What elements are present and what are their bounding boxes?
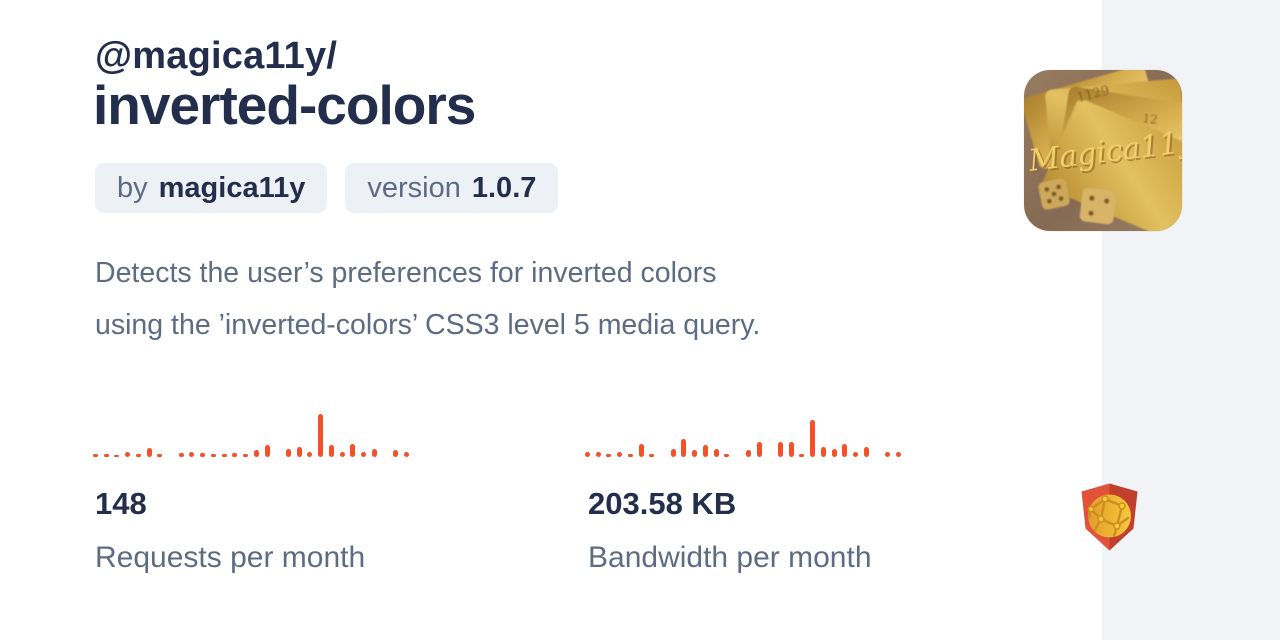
sparkline-bar	[702, 445, 708, 457]
description-line-1: Detects the user’s preferences for inver…	[95, 257, 717, 289]
sparkline-bar	[745, 450, 751, 457]
sparkline-bar	[617, 452, 623, 457]
sparkline-bar	[756, 442, 762, 457]
sparkline-bar	[852, 452, 858, 457]
sparkline-bar	[307, 452, 313, 457]
sparkline-bar	[885, 452, 891, 457]
sparkline-bar	[93, 454, 98, 457]
author-badge: by magica11y	[95, 163, 328, 213]
sparkline-bar	[264, 445, 270, 457]
sparkline-bar	[146, 448, 152, 457]
sparkline-bar	[670, 449, 676, 457]
sparkline-bar	[627, 454, 633, 457]
sparkline-bar	[788, 442, 794, 457]
description-line-2: using the ’inverted-colors’ CSS3 level 5…	[95, 309, 761, 341]
sparkline-bar	[178, 453, 184, 457]
sparkline-bar	[393, 450, 399, 457]
sparkline-bar	[681, 439, 687, 457]
sparkline-bar	[863, 447, 869, 457]
sparkline-bar	[820, 447, 826, 457]
sparkline-bar	[810, 420, 816, 457]
sparkline-bar	[200, 453, 206, 457]
sparkline-bar	[285, 449, 291, 457]
sparkline-bar	[724, 454, 730, 457]
sparkline-bar	[595, 452, 601, 457]
sparkline-bar	[403, 452, 409, 457]
sparkline-bar	[606, 454, 612, 457]
sparkline-bar	[895, 452, 901, 457]
requests-label: Requests per month	[95, 541, 366, 574]
sparkline-bar	[831, 449, 837, 457]
sparkline-bar	[339, 452, 345, 457]
sparkline-bar	[157, 454, 163, 457]
badge-row: by magica11y version 1.0.7	[95, 163, 559, 213]
jsdelivr-shield-icon	[1078, 482, 1141, 552]
sparkline-bar	[371, 449, 377, 457]
sparkline-bar	[103, 454, 109, 457]
version-badge: version 1.0.7	[345, 163, 559, 213]
sparkline-bar	[350, 444, 356, 457]
sparkline-bar	[210, 454, 216, 457]
svg-text:12: 12	[1142, 111, 1159, 127]
requests-count: 148	[95, 486, 147, 521]
sparkline-bar	[328, 445, 334, 457]
sparkline-bar	[232, 453, 238, 457]
sparkline-bar	[585, 452, 590, 457]
requests-sparkline	[93, 413, 409, 457]
sparkline-bar	[777, 442, 783, 457]
sparkline-bar	[253, 450, 259, 457]
sparkline-bar	[189, 452, 195, 457]
author-badge-label: by	[117, 171, 148, 204]
sparkline-bar	[135, 454, 141, 457]
sparkline-bar	[692, 450, 698, 457]
sparkline-bar	[221, 454, 227, 457]
package-description: Detects the user’s preferences for inver…	[95, 247, 935, 351]
sparkline-bar	[318, 414, 324, 457]
sparkline-bar	[713, 449, 719, 457]
package-logo: 1129 12 Magica11y Magica11y	[1024, 70, 1182, 231]
sparkline-bar	[125, 452, 131, 457]
bandwidth-amount: 203.58 KB	[588, 486, 737, 521]
version-number: 1.0.7	[471, 171, 537, 204]
sparkline-bar	[296, 447, 302, 457]
sparkline-bar	[842, 444, 848, 457]
bandwidth-sparkline	[585, 413, 901, 457]
magica11y-logo-art: 1129 12 Magica11y Magica11y	[1024, 70, 1182, 231]
sparkline-bar	[638, 444, 644, 457]
author-name: magica11y	[158, 171, 306, 204]
sparkline-bar	[360, 452, 366, 457]
bandwidth-label: Bandwidth per month	[588, 541, 872, 574]
package-scope: @magica11y/	[95, 35, 338, 77]
sparkline-bar	[243, 454, 249, 457]
sparkline-bar	[649, 454, 655, 457]
sparkline-bar	[114, 455, 120, 457]
version-badge-label: version	[367, 171, 461, 204]
sparkline-bar	[799, 454, 805, 457]
package-name: inverted-colors	[93, 74, 476, 136]
